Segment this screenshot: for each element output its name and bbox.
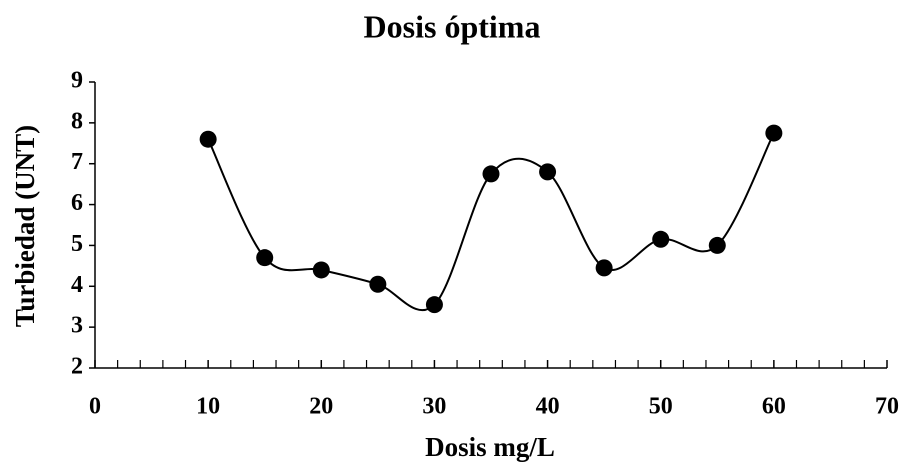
point xyxy=(708,236,726,254)
y-tick-label: 7 xyxy=(71,149,83,175)
point xyxy=(765,124,783,142)
x-tick-label: 60 xyxy=(762,394,786,420)
chart-title: Dosis óptima xyxy=(364,8,541,44)
y-tick-label: 6 xyxy=(71,190,83,216)
x-tick-label: 20 xyxy=(309,394,333,420)
y-axis-label: Turbiedad (UNT) xyxy=(10,125,40,327)
point xyxy=(369,275,387,293)
point xyxy=(425,296,443,314)
point xyxy=(199,130,217,148)
x-tick-label: 30 xyxy=(422,394,446,420)
y-tick-label: 9 xyxy=(71,68,83,94)
x-tick-label: 40 xyxy=(536,394,560,420)
point xyxy=(256,249,274,267)
y-tick-label: 4 xyxy=(71,272,83,298)
y-tick-label: 5 xyxy=(71,231,83,257)
y-tick-label: 8 xyxy=(71,108,83,134)
y-tick-label: 3 xyxy=(71,313,83,339)
series-line xyxy=(207,132,775,312)
point xyxy=(482,165,500,183)
y-tick-label: 2 xyxy=(71,354,83,380)
x-tick-label: 50 xyxy=(649,394,673,420)
x-tick-label: 70 xyxy=(875,394,899,420)
x-tick-label: 10 xyxy=(196,394,220,420)
point xyxy=(652,230,670,248)
x-tick-label: 0 xyxy=(89,394,101,420)
point xyxy=(595,259,613,277)
x-axis-label: Dosis mg/L xyxy=(425,432,555,462)
point xyxy=(539,163,557,181)
point xyxy=(312,261,330,279)
